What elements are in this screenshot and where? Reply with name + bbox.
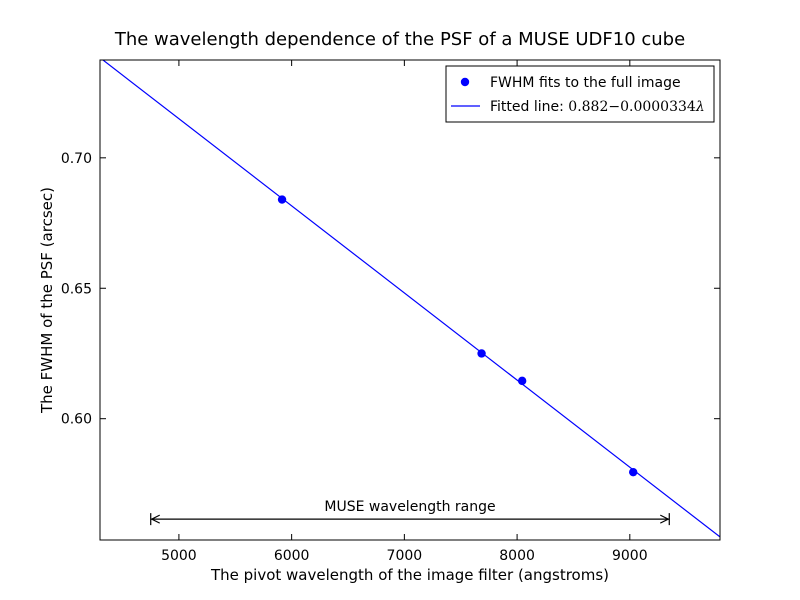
range-annotation-label: MUSE wavelength range [324,499,495,515]
data-point [517,376,527,386]
x-tick-label: 6000 [274,548,310,564]
y-axis-label: The FWHM of the PSF (arcsec) [38,187,56,414]
y-tick-label: 0.60 [61,412,92,428]
plot-frame [99,59,721,541]
data-point [277,195,287,204]
legend: FWHM fits to the full image Fitted line: … [445,65,715,123]
y-tick-label: 0.65 [61,281,92,297]
x-tick-label: 8000 [499,548,535,564]
data-point [629,467,638,477]
plot-area: 5000 6000 7000 8000 9000 0.60 0.65 0.70 MUSE wav… [61,59,721,564]
range-arrow-head-right [660,514,670,524]
fitted-line [101,60,720,538]
legend-label-line: Fitted line: 0.882−0.0000334λ [490,99,705,115]
x-tick-label: 9000 [612,548,648,564]
chart-title: The wavelength dependence of the PSF of … [114,29,685,50]
legend-marker-points [460,77,470,87]
x-axis-label: The pivot wavelength of the image filter… [210,566,609,584]
range-arrow-head-left [150,514,160,524]
legend-box [445,65,715,123]
x-tick-label: 7000 [387,548,423,564]
legend-label-points: FWHM fits to the full image [490,75,681,91]
data-point [477,349,486,358]
y-tick-label: 0.70 [61,151,92,167]
x-tick-label: 5000 [161,548,197,564]
